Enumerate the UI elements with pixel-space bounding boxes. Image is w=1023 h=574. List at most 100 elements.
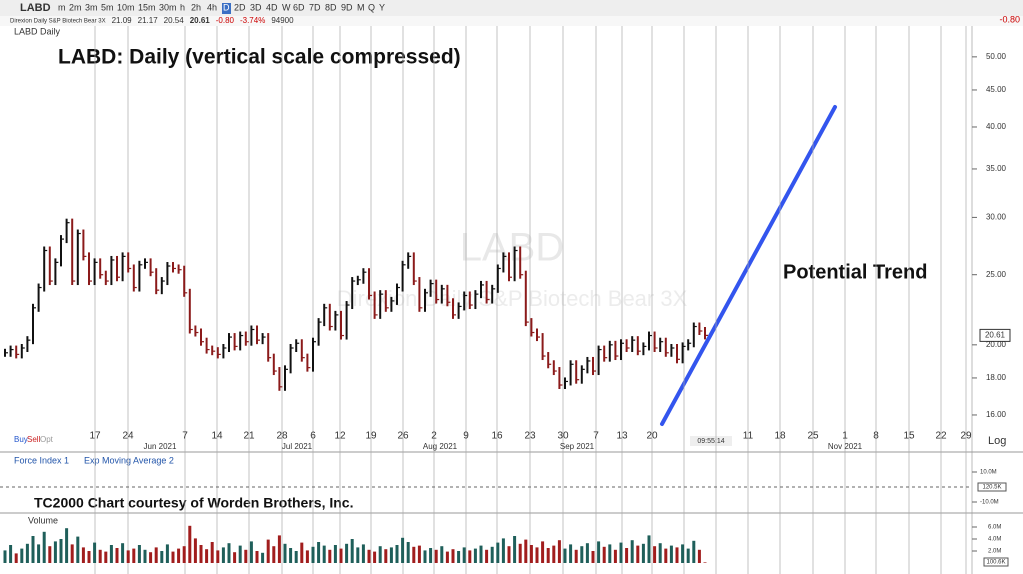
quote-name: Direxion Daily S&P Biotech Bear 3X [10,19,106,25]
volume-bar [641,543,645,563]
volume-bar [272,546,276,563]
volume-bar [98,549,102,563]
month-label: Aug 2021 [423,442,458,451]
timeframe-button[interactable]: 30m [159,2,177,12]
y-tick-label: 18.00 [986,373,1007,382]
x-tick-label: 11 [743,431,754,442]
timeframe-button[interactable]: M [357,2,365,12]
timeframe-button[interactable]: 3D [250,2,262,12]
volume-bar [608,544,612,563]
value-box [983,557,1009,567]
timeframe-button[interactable]: 6D [293,2,305,12]
timeframe-button[interactable]: 8D [325,2,337,12]
toolbar [0,0,1023,16]
volume-bar [210,542,214,563]
time-box [690,436,732,446]
quote-bar [0,16,1023,26]
volume-bar [675,547,679,563]
quote-high: 21.17 [138,16,159,25]
y-tick-label: 30.00 [986,213,1007,222]
volume-bar [126,550,130,563]
timeframe-button[interactable]: 2D [234,2,246,12]
volume-bar [160,551,164,563]
x-tick-label: 8 [873,431,879,442]
volume-bar [630,540,634,563]
x-tick-label: 17 [89,431,101,442]
y-tick-label: -10.0M [980,500,999,506]
order-button[interactable]: Opt [40,435,54,444]
timeframe-button[interactable]: D [223,2,230,12]
y-tick-label: 10.0M [980,470,997,476]
volume-bar [473,548,477,563]
timeframe-button[interactable]: Q [368,2,375,12]
volume-bar [283,543,287,563]
timeframe-button[interactable]: 2m [69,2,82,12]
x-tick-label: 14 [211,431,223,442]
timeframe-button[interactable]: 5m [101,2,114,12]
volume-bar [535,547,539,563]
x-tick-label: 9 [463,431,469,442]
volume-bar [177,548,181,563]
x-tick-label: 24 [122,431,134,442]
indicator-label[interactable]: Force Index 1 [14,455,69,465]
x-tick-label: 30 [557,431,569,442]
timeframe-button[interactable]: 2h [191,2,201,12]
volume-bar [367,549,371,563]
volume-bar [37,544,41,563]
indicator-label[interactable]: Exp Moving Average 2 [84,455,174,465]
volume-bar [580,546,584,563]
volume-bar [440,546,444,563]
volume-bar [87,551,91,563]
volume-bar [557,540,561,563]
volume-bar [238,545,242,563]
timeframe-button[interactable]: 4D [266,2,278,12]
x-tick-label: 15 [903,431,915,442]
timeframe-button[interactable]: h [180,2,185,12]
volume-bar [199,545,203,563]
timeframe-button[interactable]: 9D [341,2,353,12]
x-tick-label: 1 [842,431,848,442]
volume-bar [25,543,29,563]
volume-bar [305,550,309,563]
volume-bar [597,541,601,563]
volume-bar [681,544,685,563]
timeframe-button[interactable]: W [282,2,291,12]
volume-bar [468,550,472,563]
volume-bar [518,543,522,563]
x-tick-label: 21 [243,431,255,442]
volume-bar [266,539,270,563]
y-tick-label: 16.00 [986,410,1007,419]
volume-bar [524,539,528,563]
volume-bar [93,542,97,563]
volume-bar [378,546,382,563]
symbol[interactable]: LABD [20,2,51,14]
trend-line [660,105,837,426]
volume-bar [149,552,153,563]
volume-bar [389,547,393,563]
volume-bar [339,548,343,563]
timeframe-button[interactable]: 3m [85,2,98,12]
quote-last: 20.61 [190,16,211,25]
timeframe-button[interactable]: 10m [117,2,135,12]
indicator-label[interactable]: Volume [28,515,58,525]
volume-bar [182,546,186,563]
volume-bar [261,552,265,563]
scale-mode[interactable]: Log [988,435,1006,447]
timeframe-button[interactable]: 15m [138,2,156,12]
volume-bar [361,544,365,563]
timeframe-button[interactable]: 7D [309,2,321,12]
order-button[interactable]: Sell [27,435,41,444]
volume-bar [165,544,169,563]
timeframe-button[interactable]: m [58,2,66,12]
timeframe-button[interactable]: Y [379,2,385,12]
volume-bar [65,528,69,563]
quote-volume: 94900 [271,16,294,25]
volume-bar [613,549,617,563]
volume-bar [121,543,125,563]
x-tick-label: 26 [397,431,409,442]
order-button[interactable]: Buy [14,435,28,444]
active-timeframe [222,3,231,14]
timeframe-button[interactable]: 4h [207,2,217,12]
volume-bar [193,538,197,563]
